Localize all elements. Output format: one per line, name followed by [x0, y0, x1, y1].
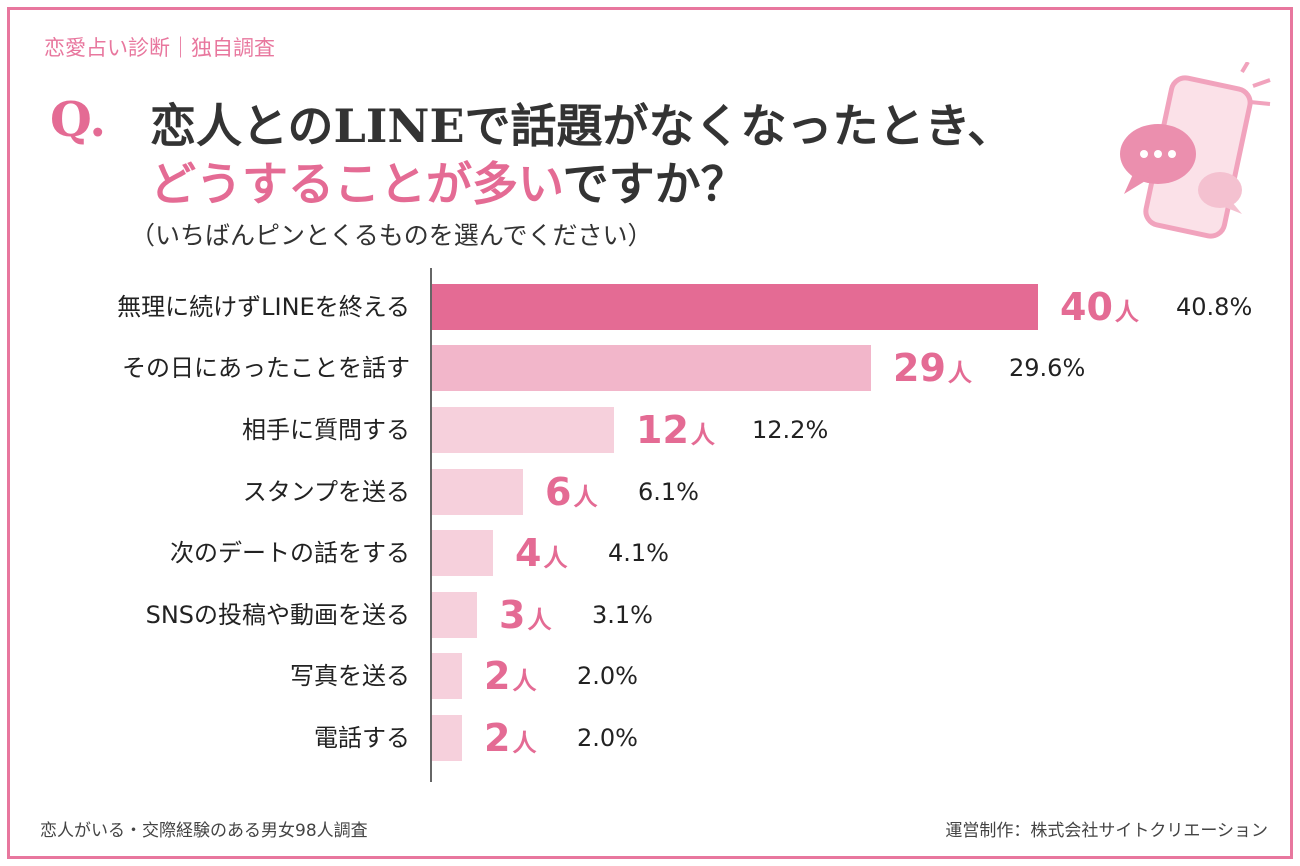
- bar-chart: 無理に続けずLINEを終える 40人 40.8% その日にあったことを話す 29人 29.…: [10, 10, 1290, 856]
- chart-title-line2: どうすることが多いですか？: [150, 148, 747, 214]
- count-value: 2: [484, 654, 511, 698]
- percentage-label: 3.1%: [592, 601, 653, 629]
- count-value: 3: [499, 593, 526, 637]
- category-label: SNSの投稿や動画を送る: [145, 601, 410, 629]
- chart-subtitle: （いちばんピンとくるものを選んでください）: [130, 221, 653, 250]
- count-unit: 人: [512, 729, 537, 757]
- percentage-label: 29.6%: [1009, 354, 1086, 382]
- category-label: 相手に質問する: [242, 416, 410, 444]
- count-label: 3人: [499, 592, 551, 646]
- count-unit: 人: [573, 483, 598, 511]
- producer-credit: 運営制作：株式会社サイトクリエーション: [945, 821, 1268, 841]
- percentage-label: 2.0%: [577, 724, 638, 752]
- bar: [432, 715, 462, 761]
- count-value: 4: [515, 531, 542, 575]
- count-unit: 人: [527, 606, 552, 634]
- category-label: スタンプを送る: [242, 478, 410, 506]
- count-unit: 人: [947, 359, 972, 387]
- smartphone-chat-icon: [1120, 62, 1271, 239]
- count-value: 12: [636, 408, 689, 452]
- count-value: 40: [1060, 285, 1113, 329]
- category-label: 写真を送る: [290, 662, 410, 690]
- count-label: 40人: [1060, 284, 1139, 338]
- category-label: 無理に続けずLINEを終える: [117, 293, 410, 321]
- count-value: 2: [484, 716, 511, 760]
- survey-category: 恋愛占い診断｜独自調査: [44, 36, 275, 60]
- count-unit: 人: [512, 667, 537, 695]
- category-label: 次のデートの話をする: [170, 539, 410, 567]
- percentage-label: 2.0%: [577, 662, 638, 690]
- bar: [432, 345, 871, 391]
- percentage-label: 40.8%: [1176, 293, 1253, 321]
- bar: [432, 469, 523, 515]
- chart-title-line1: 恋人とのLINEで話題がなくなったとき、: [150, 99, 1014, 153]
- bar: [432, 407, 614, 453]
- survey-note: 恋人がいる・交際経験のある男女98人調査: [40, 821, 368, 841]
- bar: [432, 530, 493, 576]
- count-unit: 人: [1114, 298, 1139, 326]
- bar: [432, 653, 462, 699]
- count-value: 29: [893, 346, 946, 390]
- count-label: 2人: [484, 653, 536, 707]
- question-mark-label: Q.: [50, 92, 107, 148]
- count-label: 2人: [484, 715, 536, 769]
- chart-frame: 恋愛占い診断｜独自調査 Q. 恋人とのLINEで話題がなくなったとき、 どうする…: [7, 7, 1293, 859]
- chart-title-highlight: どうすることが多い: [150, 157, 563, 211]
- count-label: 6人: [545, 469, 597, 523]
- count-label: 29人: [893, 345, 972, 399]
- count-label: 4人: [515, 530, 567, 584]
- category-label: 電話する: [314, 724, 410, 752]
- count-unit: 人: [543, 544, 568, 572]
- category-label: その日にあったことを話す: [122, 354, 410, 382]
- y-axis-line: [430, 268, 432, 782]
- count-unit: 人: [690, 421, 715, 449]
- count-value: 6: [545, 470, 572, 514]
- percentage-label: 12.2%: [752, 416, 829, 444]
- percentage-label: 6.1%: [638, 478, 699, 506]
- percentage-label: 4.1%: [608, 539, 669, 567]
- bar: [432, 284, 1038, 330]
- count-label: 12人: [636, 407, 715, 461]
- chart-title-end: ですか？: [562, 157, 747, 211]
- bar: [432, 592, 477, 638]
